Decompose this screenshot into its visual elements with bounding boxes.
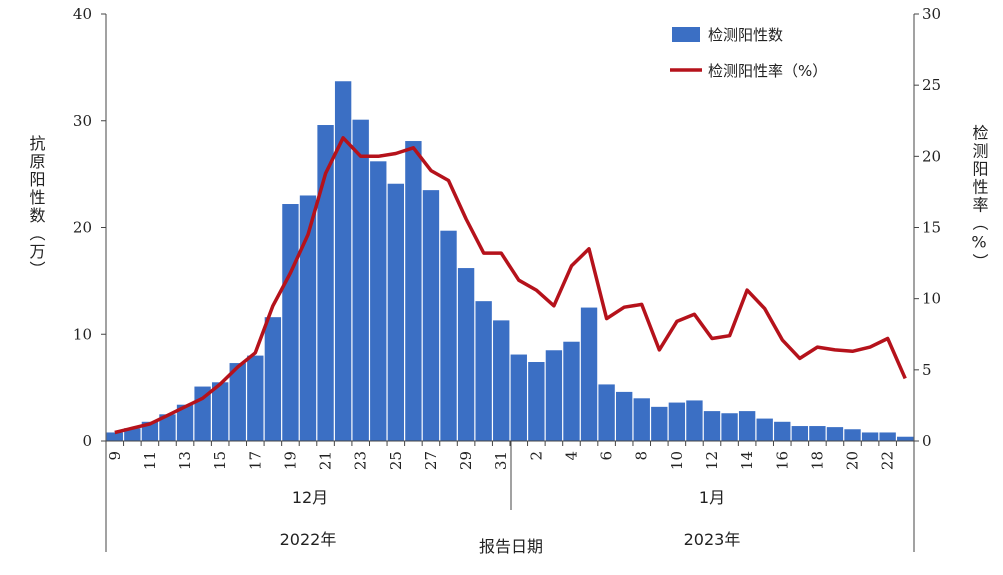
- bar-15: [370, 161, 387, 441]
- x-tick-label-9: 27: [422, 451, 440, 470]
- bar-1: [124, 428, 141, 441]
- bar-0: [106, 432, 123, 441]
- y2-tick-label-3: 15: [922, 219, 941, 237]
- x-tick-label-3: 15: [211, 451, 229, 470]
- y2-tick-label-0: 0: [922, 432, 932, 450]
- y-tick-label-0: 0: [82, 432, 92, 450]
- bar-18: [422, 190, 440, 441]
- x-tick-label-18: 14: [738, 451, 756, 470]
- bar-33: [686, 400, 703, 441]
- bar-29: [615, 391, 633, 441]
- line-series: [114, 136, 907, 435]
- y-tick-label-2: 20: [73, 219, 92, 237]
- tick-labels: 0 10 20 30 40 0 5 10 15 20 25 30 9 11 13 15 17 19 21 23 25 27…: [73, 5, 941, 470]
- bar-10: [282, 204, 299, 441]
- bar-22: [493, 320, 510, 441]
- y-tick-label-4: 40: [73, 5, 92, 23]
- bar-35: [721, 413, 738, 441]
- bar-4: [176, 404, 194, 441]
- bar-41: [826, 427, 844, 441]
- bar-19: [440, 230, 457, 441]
- legend-label-bars: 检测阳性数: [708, 26, 783, 44]
- x-tick-label-22: 22: [879, 451, 897, 470]
- axes: [101, 13, 919, 552]
- x-tick-label-17: 12: [703, 451, 721, 470]
- y2-tick-label-2: 10: [922, 290, 941, 308]
- bar-9: [264, 317, 282, 441]
- bar-12: [317, 125, 334, 442]
- y-axis-title: 抗原阳性数（万）: [27, 135, 46, 279]
- bar-14: [352, 119, 369, 442]
- y2-tick-label-1: 5: [922, 361, 932, 379]
- x-tick-label-16: 10: [668, 451, 686, 470]
- y2-tick-label-6: 30: [922, 5, 941, 23]
- x-tick-label-4: 17: [246, 451, 264, 470]
- bar-34: [703, 411, 721, 441]
- bar-28: [598, 384, 615, 441]
- y2-axis-title: 检测阳性率（%）: [970, 125, 989, 272]
- legend-swatch-bars: [672, 27, 700, 42]
- bar-26: [563, 341, 580, 441]
- bar-39: [791, 426, 809, 441]
- bar-series: [106, 81, 914, 442]
- bar-25: [545, 350, 563, 441]
- bar-31: [651, 406, 668, 441]
- x-tick-label-19: 16: [773, 451, 791, 470]
- x-tick-label-7: 23: [352, 451, 370, 470]
- y-tick-label-3: 30: [73, 112, 92, 130]
- bar-36: [738, 411, 756, 441]
- x-axis-title: 报告日期: [479, 537, 543, 556]
- positive-rate-line: [114, 136, 907, 435]
- x-tick-label-8: 25: [387, 451, 405, 470]
- bar-17: [405, 141, 422, 441]
- bar-38: [774, 421, 791, 441]
- bar-44: [879, 432, 896, 441]
- x-tick-label-10: 29: [457, 451, 475, 470]
- bar-23: [510, 354, 527, 441]
- bar-27: [580, 307, 598, 441]
- bar-43: [861, 432, 879, 441]
- x-tick-label-13: 4: [562, 451, 580, 461]
- bar-11: [299, 195, 317, 441]
- x-tick-label-2: 13: [176, 451, 194, 470]
- y-tick-label-1: 10: [73, 325, 92, 343]
- y2-tick-label-4: 20: [922, 147, 941, 165]
- legend-label-line: 检测阳性率（%）: [708, 62, 827, 80]
- bar-40: [809, 426, 826, 441]
- x-tick-label-6: 21: [317, 451, 335, 470]
- x-tick-label-11: 31: [492, 451, 510, 470]
- bar-6: [211, 382, 229, 441]
- bar-37: [756, 418, 773, 441]
- bar-3: [159, 414, 176, 441]
- year-label-2022: 2022年: [280, 530, 337, 549]
- x-tick-label-0: 9: [106, 451, 124, 461]
- bar-32: [668, 402, 686, 441]
- y2-tick-label-5: 25: [922, 76, 941, 94]
- x-tick-label-21: 20: [844, 451, 862, 470]
- x-tick-label-15: 8: [633, 451, 651, 461]
- x-tick-label-14: 6: [598, 451, 616, 461]
- bar-30: [633, 398, 650, 441]
- bar-24: [528, 362, 545, 441]
- bar-13: [334, 81, 352, 441]
- bar-21: [475, 301, 492, 441]
- year-label-2023: 2023年: [684, 530, 741, 549]
- bar-42: [844, 429, 861, 441]
- month-label-dec: 12月: [292, 488, 328, 507]
- x-tick-label-5: 19: [281, 451, 299, 470]
- bar-16: [387, 183, 405, 442]
- x-tick-label-20: 18: [808, 451, 826, 470]
- bar-20: [457, 268, 475, 441]
- x-tick-label-1: 11: [141, 451, 159, 470]
- bar-7: [229, 363, 246, 441]
- legend: 检测阳性数 检测阳性率（%）: [670, 26, 827, 80]
- x-tick-label-12: 2: [527, 451, 545, 461]
- month-label-jan: 1月: [699, 488, 725, 507]
- bar-45: [897, 436, 914, 441]
- bar-8: [247, 355, 264, 441]
